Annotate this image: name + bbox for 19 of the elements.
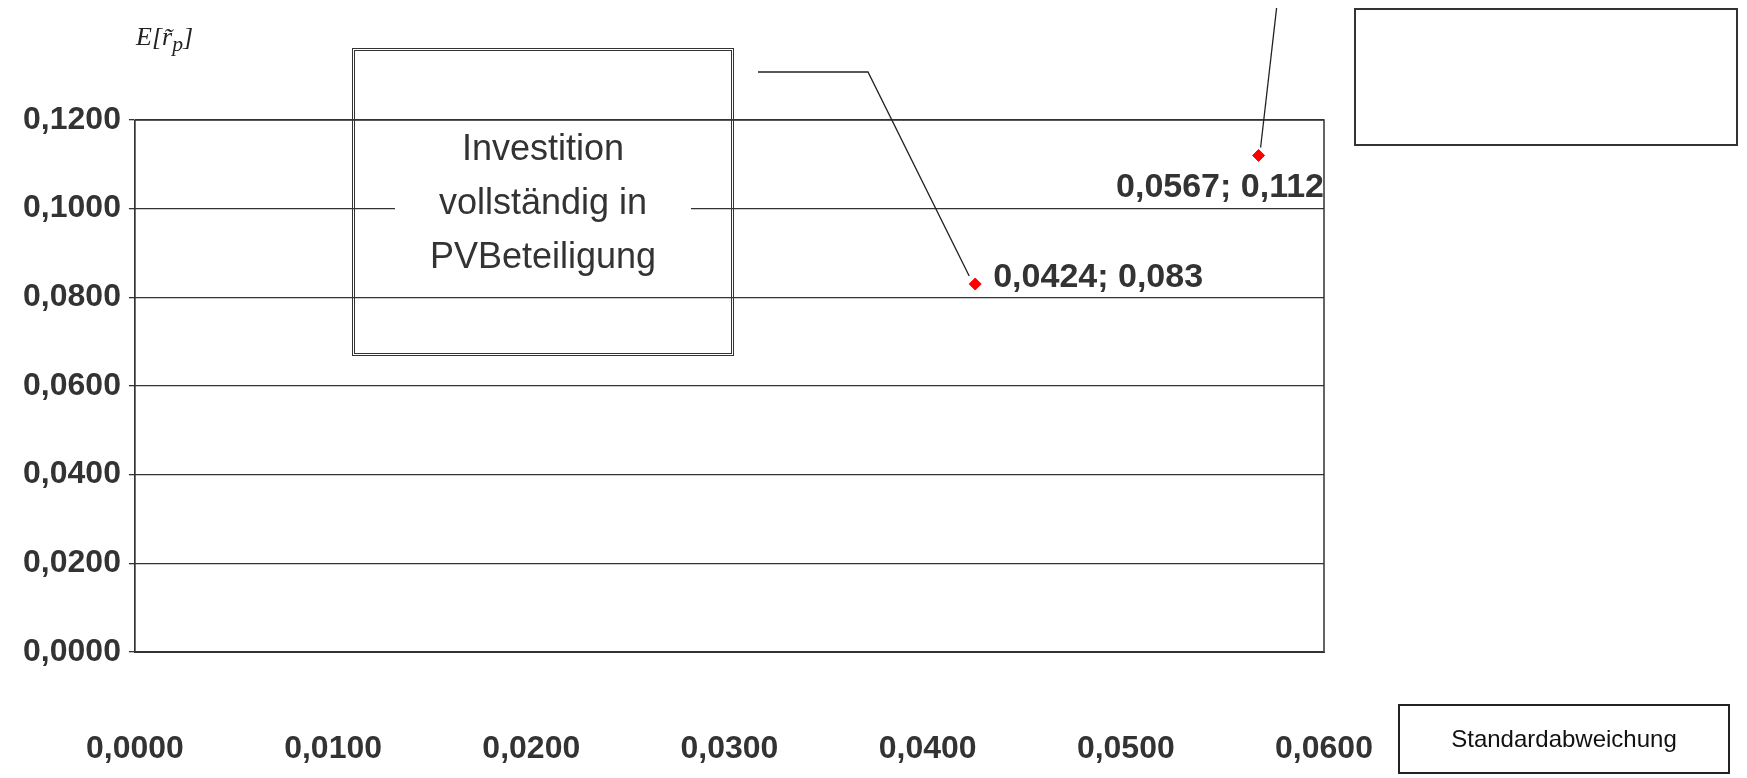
y-axis-title: E[r̃$_{p}$] (136, 22, 194, 58)
x-tick-label: 0,0200 (482, 729, 581, 766)
y-tick-label: 0,1000 (23, 188, 121, 225)
x-tick-label: 0,0000 (86, 729, 184, 766)
annotation: Investition vollständig in PVBeteiligung (395, 121, 691, 283)
x-tick-label: 0,0400 (878, 729, 977, 766)
y-tick-label: 0,0200 (23, 543, 121, 580)
x-tick-label: 0,0300 (680, 729, 779, 766)
x-axis-title: Standardabweichung (1398, 704, 1730, 774)
data-label: 0,0424; 0,083 (993, 256, 1204, 295)
y-tick-label: 0,0000 (23, 631, 121, 668)
x-tick-label: 0,0600 (1275, 729, 1373, 766)
data-label: 0,0567; 0,112 (1116, 165, 1324, 204)
x-tick-label: 0,0500 (1076, 729, 1175, 766)
y-tick-label: 0,0600 (23, 365, 121, 402)
y-tick-label: 0,0400 (23, 454, 121, 491)
x-tick-label: 0,0100 (284, 729, 383, 766)
y-tick-label: 0,0800 (23, 277, 121, 314)
y-tick-label: 0,1200 (23, 99, 121, 136)
